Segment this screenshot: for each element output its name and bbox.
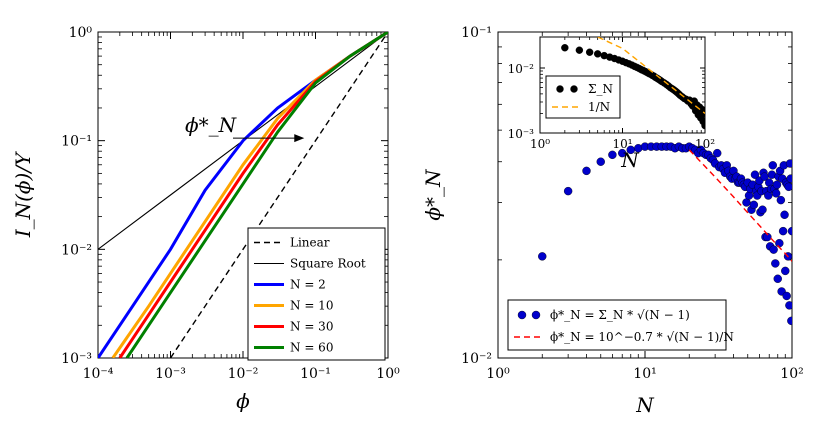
data-point xyxy=(787,316,792,326)
series-line xyxy=(597,37,705,114)
data-point xyxy=(787,226,792,236)
annotation-arrowhead xyxy=(294,134,305,143)
data-point xyxy=(561,44,569,52)
legend-label: N = 30 xyxy=(290,320,333,334)
y-tick-label: 10⁻² xyxy=(461,351,492,367)
legend-label: 1/N xyxy=(588,100,610,114)
data-point xyxy=(608,150,617,160)
x-tick-label: 10¹ xyxy=(612,137,632,151)
series-line xyxy=(688,149,792,262)
data-point xyxy=(772,180,782,189)
data-point xyxy=(775,238,784,248)
data-point xyxy=(769,245,778,254)
x-tick-label: 10⁰ xyxy=(486,366,510,382)
data-point xyxy=(701,121,705,130)
legend-marker xyxy=(570,85,578,93)
data-point xyxy=(596,157,605,166)
legend-marker xyxy=(531,310,541,320)
legend-label: N = 2 xyxy=(290,278,326,292)
data-point xyxy=(713,148,722,158)
data-point xyxy=(778,226,788,236)
x-tick-label: 10⁻¹ xyxy=(300,366,331,382)
data-point xyxy=(749,200,759,210)
legend-label: Σ_N xyxy=(588,82,613,96)
data-point xyxy=(780,210,789,219)
legend-box xyxy=(507,299,727,351)
x-axis-label: ϕ xyxy=(236,389,250,413)
y-tick-label: 10⁻¹ xyxy=(461,25,492,41)
y-axis-label: ϕ*_N xyxy=(421,168,445,221)
y-tick-label: 10⁰ xyxy=(69,25,93,41)
x-tick-label: 10⁰ xyxy=(530,137,550,151)
y-tick-label: 10⁻² xyxy=(508,62,535,76)
data-point xyxy=(763,232,772,242)
x-tick-label: 10⁻² xyxy=(228,366,259,382)
y-tick-label: 10⁻² xyxy=(61,242,92,258)
legend-label: ϕ*_N = Σ_N * √(N − 1) xyxy=(550,308,690,322)
data-point xyxy=(575,46,584,54)
x-tick-label: 10⁰ xyxy=(376,366,400,382)
data-point xyxy=(773,274,782,283)
x-tick-label: 10⁻⁴ xyxy=(83,366,114,382)
y-tick-label: 10⁻¹ xyxy=(61,134,92,150)
annotation-label: ϕ*_N xyxy=(185,113,238,137)
data-point xyxy=(750,170,760,179)
left-plot: 10⁻⁴ 10⁻³ 10⁻² 10⁻¹ 10⁰10⁻³10⁻²10⁻¹10⁰ϕ*_NLi… xyxy=(11,25,400,413)
data-point xyxy=(618,148,627,158)
legend-label: N = 10 xyxy=(290,299,333,313)
legend-box xyxy=(247,227,386,361)
data-point xyxy=(538,252,547,261)
data-point xyxy=(782,291,791,301)
legend-label: Linear xyxy=(290,236,330,250)
y-axis-label: I_N(ϕ)/Y xyxy=(11,151,35,238)
data-point xyxy=(785,301,792,310)
series-line xyxy=(169,32,388,358)
y-tick-label: 10⁻³ xyxy=(508,127,535,141)
data-point xyxy=(784,182,792,192)
legend-label: Square Root xyxy=(290,257,366,271)
legend-marker xyxy=(556,85,564,93)
inset-x-axis-label: N xyxy=(620,148,640,172)
data-point xyxy=(563,186,573,196)
data-point xyxy=(786,174,792,183)
data-point xyxy=(781,266,790,276)
legend-label: N = 60 xyxy=(290,341,333,355)
x-tick-label: 10² xyxy=(695,137,715,151)
x-tick-label: 10² xyxy=(780,366,803,382)
x-axis-label: N xyxy=(635,393,655,417)
data-point xyxy=(585,48,594,56)
data-point xyxy=(768,161,777,170)
data-point xyxy=(771,189,781,198)
data-point xyxy=(582,166,591,176)
inset-plot: 10⁰ 10¹ 10² 10⁻³ 10⁻² Σ_N 1/N N xyxy=(508,36,715,172)
y-tick-label: 10⁻³ xyxy=(61,351,92,367)
x-tick-label: 10⁻³ xyxy=(155,366,186,382)
series-line xyxy=(125,32,388,358)
data-point xyxy=(593,50,602,58)
legend-box xyxy=(545,75,621,119)
data-point xyxy=(771,259,780,268)
x-tick-label: 10¹ xyxy=(633,366,656,382)
legend-label: ϕ*_N = 10^−0.7 * √(N − 1)/N xyxy=(550,330,734,344)
data-point xyxy=(785,159,792,168)
data-point xyxy=(758,205,767,214)
data-point xyxy=(776,195,786,205)
legend-marker xyxy=(517,310,527,320)
right-plot: 10⁰ 10¹ 10² 10⁻² 10⁻¹ ϕ*_N = Σ_N * √(N − 1) ϕ*… xyxy=(421,25,804,417)
